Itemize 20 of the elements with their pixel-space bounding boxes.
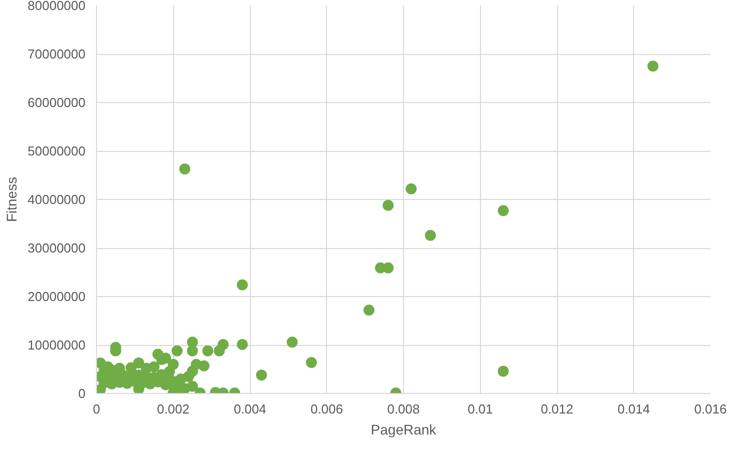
x-tick-label: 0.008 — [387, 402, 420, 416]
x-tick-label: 0.004 — [234, 402, 266, 416]
x-tick-label: 0.01 — [468, 402, 493, 416]
y-tick-label: 50000000 — [28, 144, 86, 158]
y-tick-label: 0 — [78, 386, 86, 401]
x-tick-label: 0.006 — [310, 402, 344, 416]
y-tick-label: 70000000 — [28, 46, 86, 62]
y-tick-label: 20000000 — [28, 289, 86, 304]
y-tick-label: 10000000 — [28, 338, 86, 352]
y-axis-title: Fitness — [4, 176, 20, 222]
y-tick-label: 40000000 — [28, 192, 86, 207]
y-tick-label: 30000000 — [28, 240, 86, 256]
y-tick-label: 60000000 — [28, 95, 86, 110]
y-tick-label: 80000000 — [28, 0, 86, 13]
x-tick-label: 0.012 — [540, 402, 574, 416]
x-tick-label: 0.014 — [617, 402, 650, 416]
x-tick-label: 0 — [92, 402, 100, 416]
x-axis-title: PageRank — [370, 422, 438, 438]
x-tick-label: 0.002 — [156, 402, 190, 416]
x-tick-label: 0.016 — [694, 402, 727, 416]
